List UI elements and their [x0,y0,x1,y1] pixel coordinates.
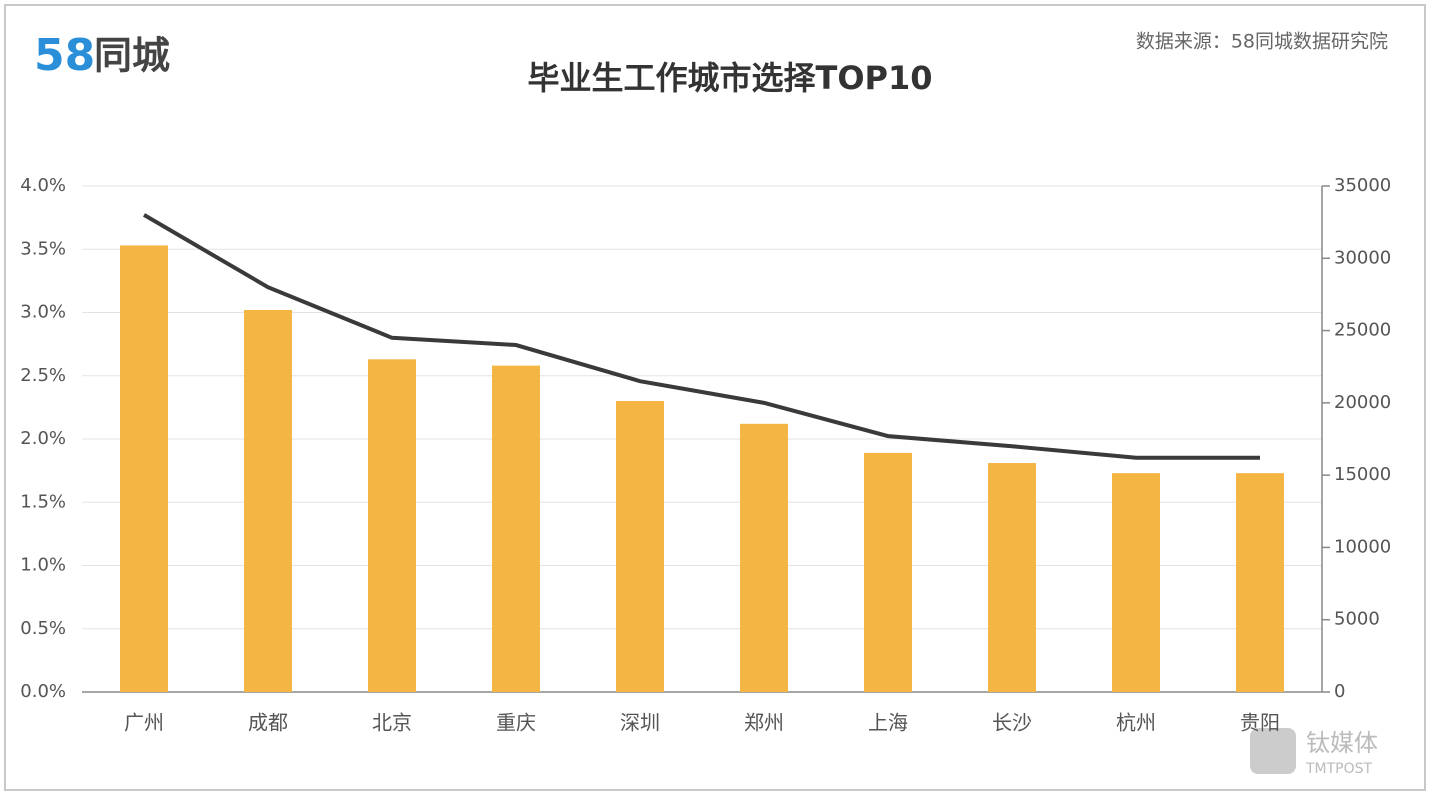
frame [4,4,1426,791]
watermark-brand: TMTPOST [1305,761,1373,777]
y-tick-label: 4.0% [20,175,66,196]
y2-tick-label: 15000 [1334,464,1391,485]
x-tick-label: 重庆 [496,711,536,735]
bar [368,359,416,692]
y-tick-label: 2.0% [20,428,66,449]
y-tick-label: 0.5% [20,618,66,639]
line [142,213,1260,460]
y2-tick-label: 30000 [1334,247,1391,268]
y2-tick-label: 5000 [1334,609,1380,630]
x-tick-label: 杭州 [1116,711,1156,735]
bar [864,452,912,692]
y2-tick-label: 20000 [1334,392,1391,413]
watermark-name: 钛媒体 [1306,729,1378,757]
x-tick-label: 广州 [124,711,164,735]
bar [616,401,664,692]
y2-tick-label: 25000 [1334,320,1391,341]
x-tick-label: 贵阳 [1240,711,1280,735]
bar [1112,473,1160,692]
y-tick-label: 0.0% [20,681,66,702]
source: 数据来源：58同城数据研究院 [1136,31,1388,53]
x-tick-label: 成都 [248,711,288,735]
x-tick-label: 长沙 [992,711,1032,735]
x-tick-label: 北京 [372,711,412,735]
y2-tick-label: 35000 [1334,175,1391,196]
x-tick-label: 深圳 [620,711,660,735]
bar [1236,473,1284,692]
logo-name: 同城 [94,34,170,78]
bar [740,423,788,692]
y-tick-label: 2.5% [20,365,66,386]
bar [244,309,292,692]
x-tick-label: 郑州 [744,711,784,735]
logo-number: 58 [34,30,95,81]
x-tick-label: 上海 [868,711,908,735]
chart-title: 毕业生工作城市选择TOP10 [527,59,932,97]
bar [492,365,540,692]
y2-tick-label: 0 [1334,681,1345,702]
y2-tick-label: 10000 [1334,536,1391,557]
bar [120,245,168,692]
y-tick-label: 3.0% [20,302,66,323]
y-tick-label: 1.0% [20,555,66,576]
bar [988,463,1036,692]
y-tick-label: 3.5% [20,238,66,259]
y-tick-label: 1.5% [20,491,66,512]
watermark-icon [1250,728,1296,774]
